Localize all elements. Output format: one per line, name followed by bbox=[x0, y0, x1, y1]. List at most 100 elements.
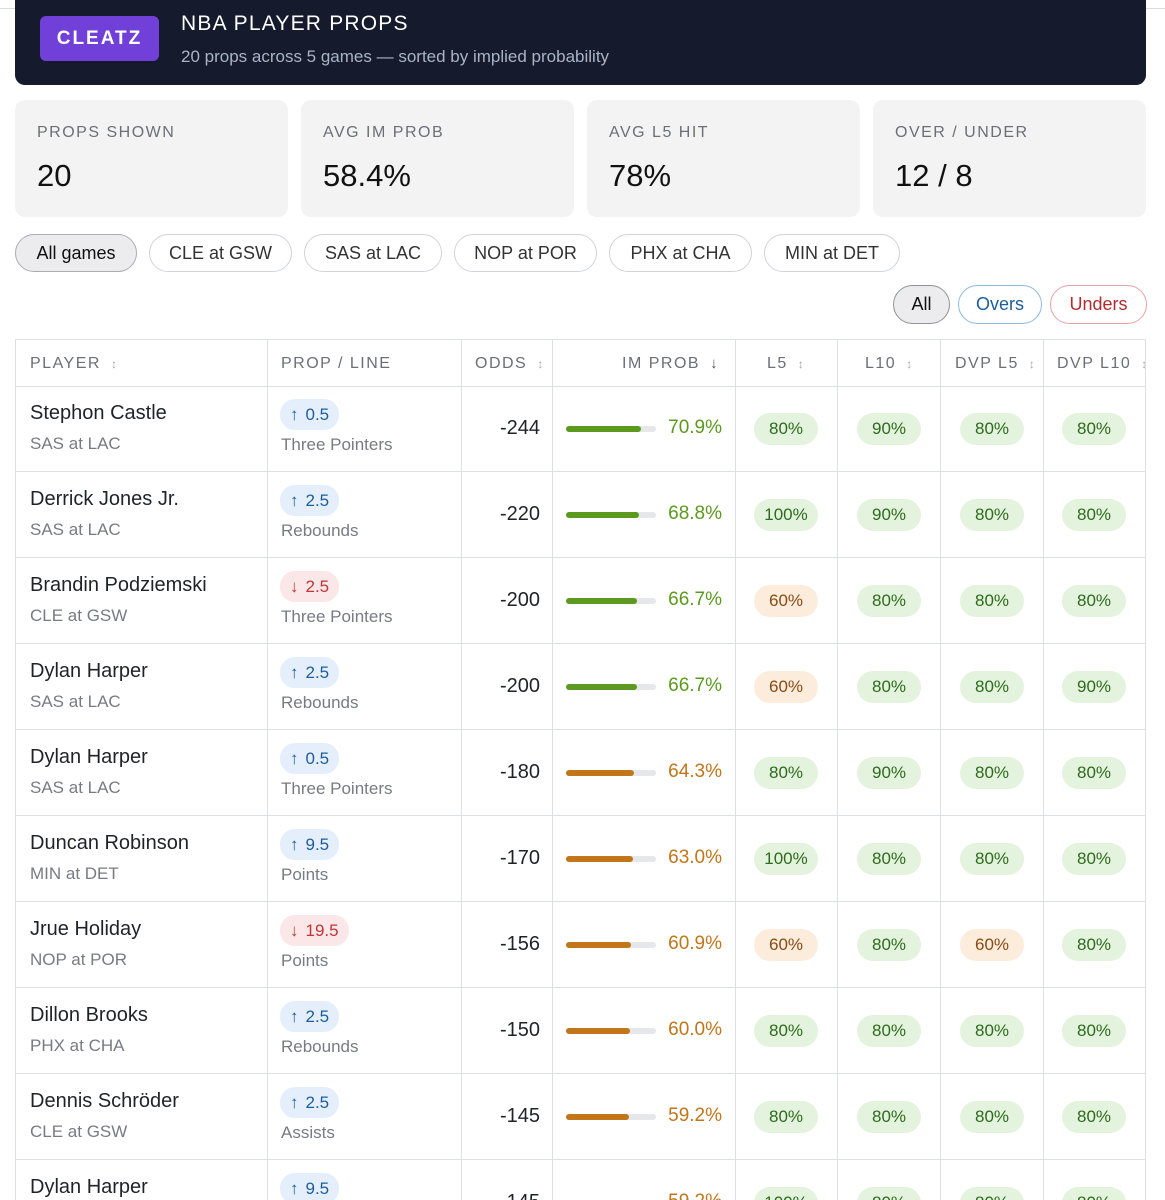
sort-icon: ↕ bbox=[1028, 356, 1035, 371]
sort-icon: ↕ bbox=[797, 356, 804, 371]
hit-rate-l5: 100% bbox=[754, 843, 818, 875]
hit-rate-l5: 100% bbox=[754, 499, 818, 531]
im-prob-bar-fill bbox=[566, 1114, 629, 1120]
prop-line-value: 0.5 bbox=[305, 404, 330, 424]
table-row[interactable]: Dylan Harper ↑ 9.5 -145 59.2% 100% 80% 80% 80% bbox=[16, 1160, 1146, 1200]
column-divider bbox=[940, 340, 941, 1200]
table-row[interactable]: Duncan Robinson MIN at DET ↑ 9.5 Points -170 6… bbox=[16, 816, 1146, 902]
prop-type: Three Pointers bbox=[281, 435, 393, 454]
col-header-prop-line: PROP / LINE bbox=[281, 354, 392, 372]
im-prob-bar bbox=[566, 1028, 656, 1034]
column-divider bbox=[837, 340, 838, 1200]
game-filter-min-det[interactable]: MIN at DET bbox=[764, 234, 900, 272]
hit-rate-l10: 80% bbox=[857, 1101, 921, 1133]
cleatz-logo[interactable]: CLEATZ bbox=[40, 16, 159, 61]
col-header-odds[interactable]: ODDS ↕ bbox=[475, 354, 544, 372]
im-prob-value: 66.7% bbox=[668, 589, 722, 610]
sort-icon: ↕ bbox=[906, 356, 913, 371]
im-prob-bar bbox=[566, 512, 656, 518]
im-prob-value: 60.0% bbox=[668, 1019, 722, 1040]
col-header-l5[interactable]: L5 ↕ bbox=[767, 354, 804, 372]
side-filter-overs[interactable]: Overs bbox=[958, 285, 1042, 324]
game-filter-sas-lac[interactable]: SAS at LAC bbox=[304, 234, 442, 272]
player-name: Dylan Harper bbox=[30, 1176, 148, 1198]
hit-rate-dvp-l5: 80% bbox=[960, 1015, 1024, 1047]
col-header-l10[interactable]: L10 ↕ bbox=[865, 354, 913, 372]
sort-icon: ↕ bbox=[537, 356, 544, 371]
table-row[interactable]: Dillon Brooks PHX at CHA ↑ 2.5 Rebounds -150 6… bbox=[16, 988, 1146, 1074]
game-filter-cle-gsw[interactable]: CLE at GSW bbox=[149, 234, 292, 272]
stat-value: 58.4% bbox=[323, 158, 411, 193]
sort-icon: ↕ bbox=[1141, 357, 1147, 371]
stat-label: PROPS SHOWN bbox=[37, 124, 176, 141]
col-header-dvp-l5[interactable]: DVP L5 ↕ bbox=[955, 354, 1035, 372]
stat-value: 78% bbox=[609, 158, 672, 193]
stat-card-avg-l5-hit: AVG L5 HIT 78% bbox=[587, 100, 860, 217]
sort-icon: ↕ bbox=[110, 356, 117, 371]
page-subtitle: 20 props across 5 games — sorted by impl… bbox=[181, 47, 610, 66]
table-row[interactable]: Dylan Harper SAS at LAC ↑ 0.5 Three Pointers… bbox=[16, 730, 1146, 816]
odds-value: -244 bbox=[499, 417, 540, 439]
prop-type: Points bbox=[281, 865, 329, 884]
player-name: Dylan Harper bbox=[30, 746, 148, 768]
game-filter-phx-cha[interactable]: PHX at CHA bbox=[609, 234, 752, 272]
im-prob-value: 59.2% bbox=[668, 1105, 722, 1126]
side-filter-unders[interactable]: Unders bbox=[1050, 285, 1147, 324]
table-row[interactable]: Stephon Castle SAS at LAC ↑ 0.5 Three Pointe… bbox=[16, 386, 1146, 472]
sort-desc-icon: ↓ bbox=[710, 355, 718, 372]
arrow-up-icon: ↑ bbox=[290, 1092, 299, 1112]
im-prob-bar bbox=[566, 942, 656, 948]
player-name: Dillon Brooks bbox=[30, 1004, 148, 1026]
im-prob-value: 59.2% bbox=[646, 1191, 722, 1200]
player-game: MIN at DET bbox=[30, 864, 119, 883]
prop-line-value: 9.5 bbox=[305, 834, 330, 854]
prop-line-badge: ↑ 2.5 bbox=[280, 485, 340, 516]
im-prob-value: 66.7% bbox=[668, 675, 722, 696]
hit-rate-dvp-l5: 80% bbox=[960, 1187, 1024, 1200]
props-table: PLAYER ↕ PROP / LINE ODDS ↕ IM PROB ↓ L5 ↕ L… bbox=[15, 339, 1147, 1200]
prop-type: Rebounds bbox=[281, 1037, 359, 1056]
player-game: CLE at GSW bbox=[30, 1122, 128, 1141]
stat-card-over-under: OVER / UNDER 12 / 8 bbox=[873, 100, 1146, 217]
prop-line-value: 2.5 bbox=[305, 1092, 330, 1112]
player-game: NOP at POR bbox=[30, 950, 127, 969]
im-prob-bar-fill bbox=[566, 1028, 630, 1034]
im-prob-bar bbox=[566, 856, 656, 862]
table-row[interactable]: Brandin Podziemski CLE at GSW ↓ 2.5 Three Po… bbox=[16, 558, 1146, 644]
table-row[interactable]: Dylan Harper SAS at LAC ↑ 2.5 Rebounds -200 66… bbox=[16, 644, 1146, 730]
im-prob-bar-fill bbox=[566, 684, 637, 690]
prop-line-badge: ↑ 2.5 bbox=[280, 1087, 340, 1118]
arrow-up-icon: ↑ bbox=[290, 834, 299, 854]
player-name: Jrue Holiday bbox=[30, 918, 142, 940]
player-game: SAS at LAC bbox=[30, 434, 121, 453]
arrow-down-icon: ↓ bbox=[290, 920, 299, 940]
arrow-down-icon: ↓ bbox=[290, 576, 299, 596]
arrow-up-icon: ↑ bbox=[290, 404, 299, 424]
col-header-im-prob[interactable]: IM PROB ↓ bbox=[622, 354, 718, 373]
col-header-player[interactable]: PLAYER ↕ bbox=[30, 354, 117, 372]
column-divider bbox=[552, 340, 553, 1200]
stat-value: 12 / 8 bbox=[895, 158, 973, 193]
arrow-up-icon: ↑ bbox=[290, 1178, 299, 1198]
table-row[interactable]: Jrue Holiday NOP at POR ↓ 19.5 Points -156 60.… bbox=[16, 902, 1146, 988]
hit-rate-l10: 80% bbox=[857, 929, 921, 961]
game-filter-all[interactable]: All games bbox=[15, 234, 137, 272]
side-filter-all[interactable]: All bbox=[893, 285, 950, 324]
prop-line-value: 0.5 bbox=[305, 748, 330, 768]
table-row[interactable]: Dennis Schröder CLE at GSW ↑ 2.5 Assists -145… bbox=[16, 1074, 1146, 1160]
player-name: Brandin Podziemski bbox=[30, 574, 207, 596]
player-game: PHX at CHA bbox=[30, 1036, 125, 1055]
game-filter-nop-por[interactable]: NOP at POR bbox=[454, 234, 597, 272]
column-divider bbox=[461, 340, 462, 1200]
col-header-dvp-l10[interactable]: DVP L10↕ bbox=[1057, 340, 1147, 387]
arrow-up-icon: ↑ bbox=[290, 1006, 299, 1026]
im-prob-bar-fill bbox=[566, 770, 635, 776]
hit-rate-dvp-l5: 80% bbox=[960, 413, 1024, 445]
hit-rate-dvp-l5: 80% bbox=[960, 585, 1024, 617]
hit-rate-l5: 60% bbox=[754, 585, 818, 617]
column-divider bbox=[267, 340, 268, 1200]
hit-rate-dvp-l10: 90% bbox=[1062, 671, 1126, 703]
table-row[interactable]: Derrick Jones Jr. SAS at LAC ↑ 2.5 Rebounds -… bbox=[16, 472, 1146, 558]
stat-value: 20 bbox=[37, 158, 72, 193]
hit-rate-l5: 80% bbox=[754, 1015, 818, 1047]
